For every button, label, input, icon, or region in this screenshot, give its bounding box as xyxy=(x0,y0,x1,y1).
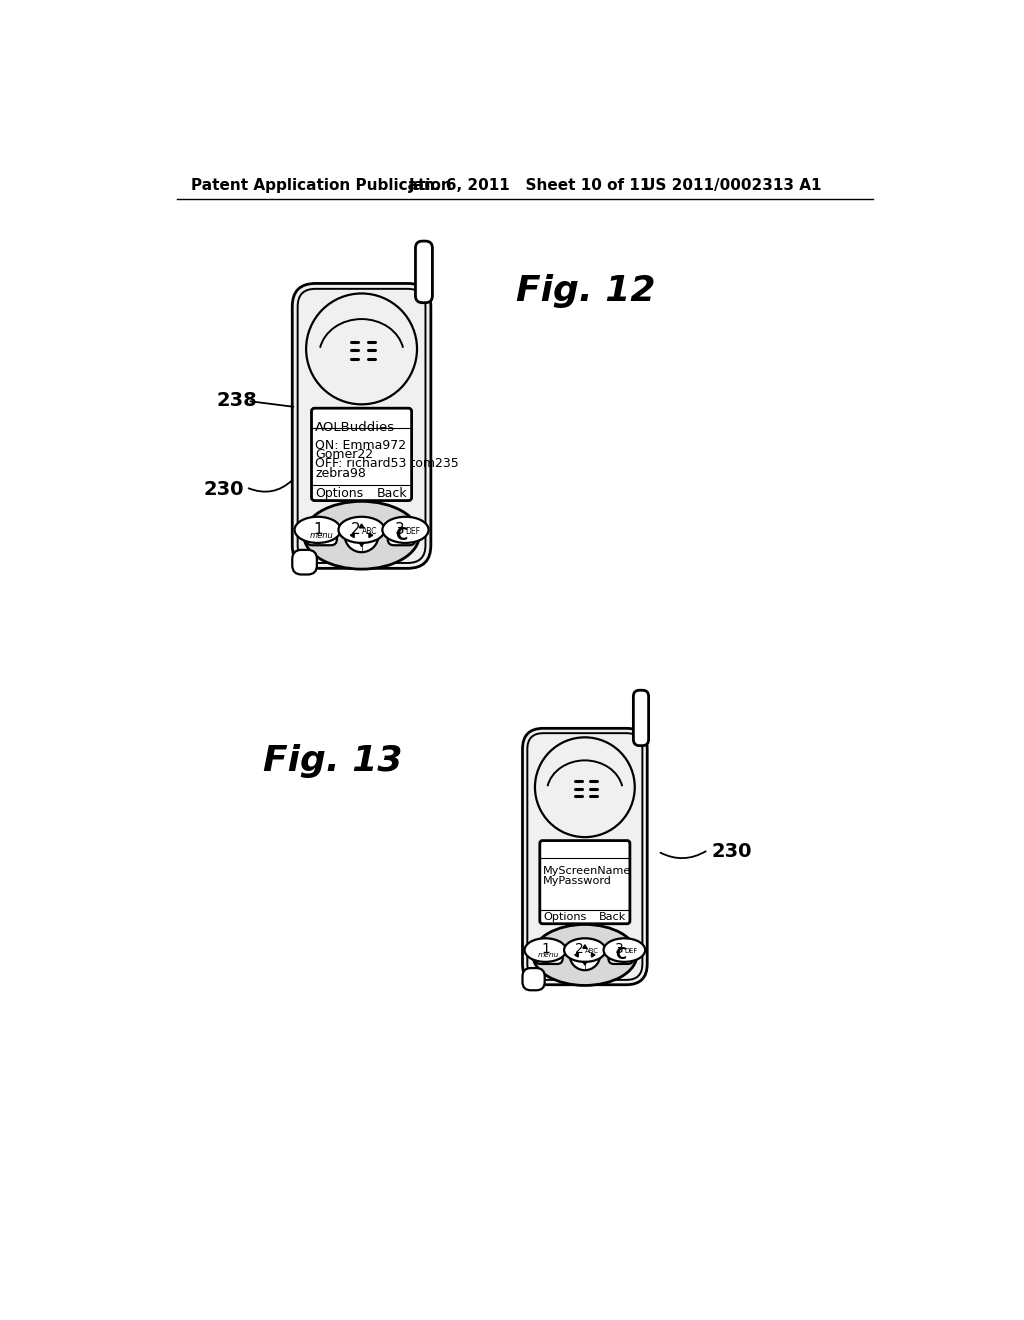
Text: 2: 2 xyxy=(350,521,360,536)
FancyBboxPatch shape xyxy=(416,242,432,302)
Text: Options: Options xyxy=(544,912,587,921)
Ellipse shape xyxy=(532,924,637,986)
Polygon shape xyxy=(369,533,373,537)
Text: ABC: ABC xyxy=(585,949,599,954)
FancyArrowPatch shape xyxy=(660,851,706,858)
Polygon shape xyxy=(350,533,354,537)
Ellipse shape xyxy=(295,516,341,543)
Text: DEF: DEF xyxy=(625,949,638,954)
Text: menu: menu xyxy=(309,531,334,540)
Ellipse shape xyxy=(339,516,385,543)
Text: 1: 1 xyxy=(541,942,550,957)
FancyBboxPatch shape xyxy=(298,289,425,562)
Text: 3: 3 xyxy=(614,942,624,957)
FancyBboxPatch shape xyxy=(292,550,316,574)
Polygon shape xyxy=(574,953,579,957)
FancyBboxPatch shape xyxy=(608,946,634,964)
Text: Fig. 12: Fig. 12 xyxy=(515,275,655,308)
Text: Back: Back xyxy=(377,487,408,500)
Circle shape xyxy=(535,738,635,837)
Text: C: C xyxy=(615,948,627,962)
FancyBboxPatch shape xyxy=(522,729,647,985)
Text: ABC: ABC xyxy=(361,527,377,536)
Polygon shape xyxy=(359,524,364,528)
FancyBboxPatch shape xyxy=(527,733,642,979)
Text: Options: Options xyxy=(315,487,364,500)
Text: US 2011/0002313 A1: US 2011/0002313 A1 xyxy=(643,178,821,193)
Ellipse shape xyxy=(304,502,419,569)
FancyArrowPatch shape xyxy=(249,480,293,491)
Text: Fig. 13: Fig. 13 xyxy=(263,743,402,777)
Text: OFF: richard53 tom235: OFF: richard53 tom235 xyxy=(315,458,459,470)
Text: 238: 238 xyxy=(217,392,258,411)
Text: DEF: DEF xyxy=(406,527,421,536)
FancyBboxPatch shape xyxy=(540,841,630,924)
Text: Back: Back xyxy=(599,912,627,921)
FancyBboxPatch shape xyxy=(292,284,431,569)
Text: Patent Application Publication: Patent Application Publication xyxy=(190,178,452,193)
FancyBboxPatch shape xyxy=(388,525,416,545)
FancyBboxPatch shape xyxy=(306,525,337,545)
Text: 2: 2 xyxy=(574,942,584,957)
Circle shape xyxy=(345,519,379,552)
Text: Gomer22: Gomer22 xyxy=(315,449,374,461)
Ellipse shape xyxy=(382,516,429,543)
Ellipse shape xyxy=(564,939,605,962)
Text: 230: 230 xyxy=(204,480,244,499)
Text: MyScreenName: MyScreenName xyxy=(544,866,632,876)
Text: zebra98: zebra98 xyxy=(315,467,367,479)
Polygon shape xyxy=(583,945,587,948)
Text: C: C xyxy=(395,527,408,544)
Circle shape xyxy=(569,940,600,970)
Ellipse shape xyxy=(524,939,566,962)
Text: Jan. 6, 2011   Sheet 10 of 11: Jan. 6, 2011 Sheet 10 of 11 xyxy=(410,178,651,193)
Polygon shape xyxy=(359,543,364,546)
Text: AOLBuddies: AOLBuddies xyxy=(315,421,395,433)
Text: 230: 230 xyxy=(712,842,753,861)
Ellipse shape xyxy=(603,939,645,962)
Text: ON: Emma972: ON: Emma972 xyxy=(315,440,407,451)
FancyBboxPatch shape xyxy=(311,408,412,500)
FancyBboxPatch shape xyxy=(535,946,562,964)
Text: MyPassword: MyPassword xyxy=(544,876,612,886)
Circle shape xyxy=(306,293,417,404)
FancyBboxPatch shape xyxy=(634,690,648,746)
Text: menu: menu xyxy=(539,952,559,958)
Polygon shape xyxy=(583,961,587,965)
Text: 3: 3 xyxy=(394,521,404,536)
Polygon shape xyxy=(592,953,595,957)
Text: 1: 1 xyxy=(313,521,323,536)
FancyBboxPatch shape xyxy=(522,968,545,990)
